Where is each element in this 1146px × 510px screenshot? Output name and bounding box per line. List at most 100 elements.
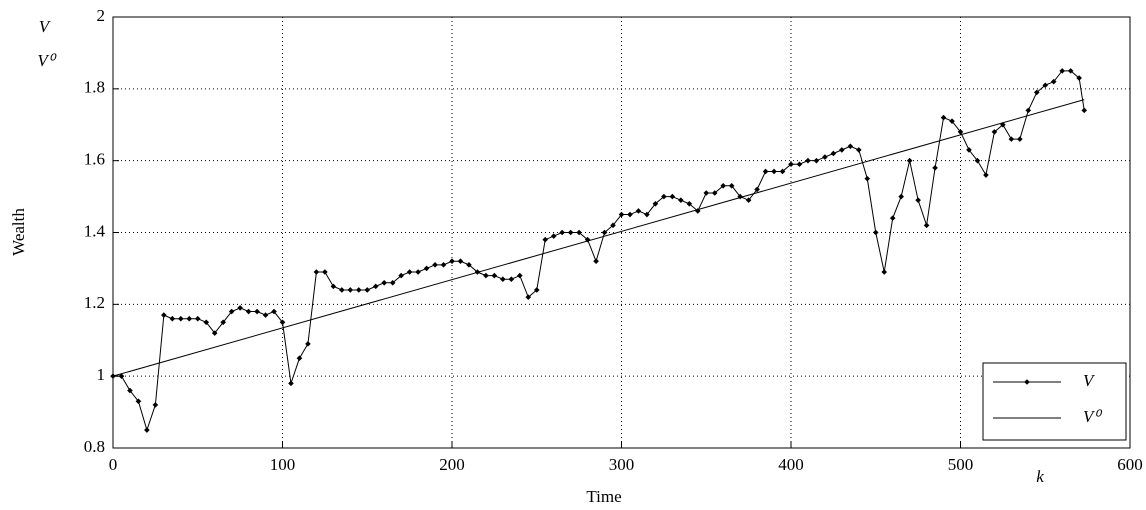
point <box>144 427 150 433</box>
point <box>991 129 998 135</box>
point <box>610 222 616 229</box>
legend-label: V <box>1083 371 1096 390</box>
point <box>1067 68 1074 74</box>
point <box>966 147 972 153</box>
point <box>550 233 557 239</box>
point <box>915 197 921 203</box>
point <box>652 200 659 207</box>
point <box>194 315 201 322</box>
annotation: V <box>39 17 52 36</box>
plot-frame <box>112 16 1131 449</box>
point <box>110 373 116 379</box>
x-tick-label: 600 <box>1117 455 1143 474</box>
y-tick-label: 0.8 <box>84 437 105 456</box>
point <box>491 272 498 279</box>
point <box>457 258 464 265</box>
point <box>423 265 430 272</box>
point <box>355 287 362 293</box>
point <box>186 315 193 322</box>
point <box>118 373 125 379</box>
point <box>517 272 523 279</box>
point <box>1042 82 1049 89</box>
point <box>398 272 404 279</box>
point <box>678 197 684 203</box>
point <box>703 190 710 196</box>
point <box>1017 136 1023 142</box>
point <box>305 341 311 347</box>
point <box>728 183 735 189</box>
point <box>805 157 811 164</box>
point <box>381 279 387 286</box>
point <box>898 193 904 200</box>
y-axis-label: Wealth <box>9 208 28 256</box>
point <box>466 262 472 268</box>
annotation: k <box>1036 467 1044 486</box>
point <box>1033 89 1040 96</box>
point <box>415 269 421 275</box>
point <box>618 211 625 218</box>
point <box>669 193 676 200</box>
point <box>152 402 159 408</box>
y-tick-label: 1.6 <box>84 150 105 169</box>
point <box>1025 107 1032 114</box>
point <box>635 208 642 214</box>
point <box>889 215 896 221</box>
legend-label: V⁰ <box>1083 407 1102 426</box>
point <box>203 319 210 326</box>
point <box>330 283 337 290</box>
point <box>127 387 133 394</box>
point <box>288 380 294 387</box>
point <box>661 193 667 200</box>
point <box>449 258 455 265</box>
point <box>271 308 277 315</box>
point <box>161 312 167 318</box>
point <box>1059 68 1065 74</box>
point <box>839 147 845 153</box>
point <box>754 186 760 193</box>
x-tick-label: 300 <box>609 455 635 474</box>
point <box>627 211 633 218</box>
legend-marker <box>1024 379 1030 385</box>
point <box>211 330 218 336</box>
point <box>1000 121 1006 128</box>
point <box>881 269 888 275</box>
point <box>500 276 506 282</box>
point <box>313 269 320 275</box>
point <box>135 398 142 405</box>
y-tick-label: 1.8 <box>84 78 105 97</box>
point <box>1076 75 1082 81</box>
point <box>389 279 396 286</box>
point <box>525 294 532 300</box>
point <box>567 229 574 236</box>
point <box>372 283 379 290</box>
y-tick-label: 2 <box>97 6 106 25</box>
point <box>432 262 438 268</box>
point <box>542 236 549 243</box>
point <box>822 154 828 160</box>
point <box>322 269 328 275</box>
point <box>940 114 947 121</box>
point <box>1050 78 1057 85</box>
point <box>745 197 752 203</box>
point <box>932 165 938 171</box>
x-tick-label: 500 <box>948 455 974 474</box>
series-line <box>113 70 1085 432</box>
point <box>178 315 184 322</box>
y-tick-label: 1.2 <box>84 293 105 312</box>
point <box>983 172 989 178</box>
point <box>593 258 599 265</box>
x-axis-label: Time <box>586 487 621 506</box>
point <box>220 319 226 326</box>
point <box>923 222 930 229</box>
x-tick-label: 200 <box>439 455 465 474</box>
point <box>245 308 252 315</box>
point <box>364 287 371 293</box>
point <box>813 157 820 164</box>
point <box>762 168 769 175</box>
point <box>906 157 913 164</box>
point <box>237 305 243 311</box>
point <box>440 262 447 268</box>
point <box>796 161 803 168</box>
point <box>1081 107 1088 114</box>
